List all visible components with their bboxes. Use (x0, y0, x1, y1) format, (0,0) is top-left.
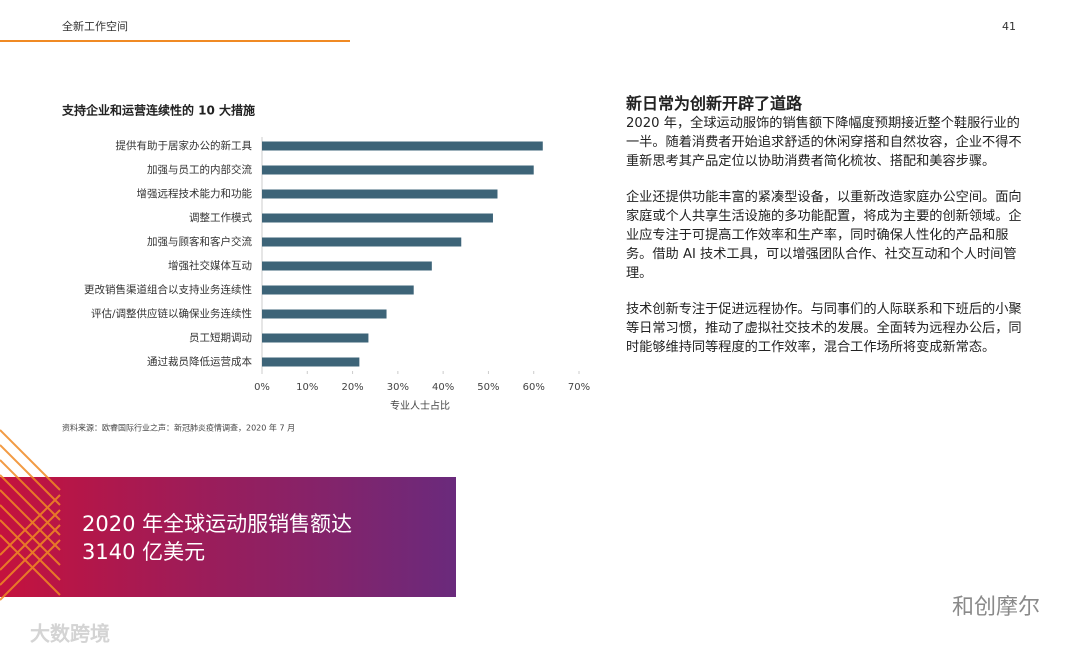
bar (262, 237, 462, 247)
bar (262, 333, 369, 343)
bar (262, 309, 387, 319)
paragraph: 2020 年，全球运动服饰的销售额下降幅度预期接近整个鞋服行业的一半。随着消费者… (626, 116, 1022, 169)
x-tick-label: 60% (523, 382, 545, 393)
x-tick-label: 40% (432, 382, 454, 393)
y-tick-label: 更改销售渠道组合以支持业务连续性 (84, 283, 252, 296)
header-section: 全新工作空间 (62, 19, 128, 33)
y-tick-label: 加强与顾客和客户交流 (147, 235, 252, 248)
bar (262, 189, 498, 199)
y-tick-label: 通过裁员降低运营成本 (147, 355, 252, 368)
bar (262, 213, 493, 223)
x-tick-label: 10% (296, 382, 318, 393)
bar (262, 165, 534, 175)
x-tick-label: 50% (477, 382, 499, 393)
banner-text: 2020 年全球运动服销售额达 3140 亿美元 (82, 510, 352, 566)
banner-line: 2020 年全球运动服销售额达 (82, 512, 353, 536)
banner (0, 477, 456, 597)
y-tick-label: 调整工作模式 (189, 211, 252, 224)
y-tick-label: 增强社交媒体互动 (168, 259, 252, 272)
x-tick-label: 30% (387, 382, 409, 393)
y-tick-label: 提供有助于居家办公的新工具 (116, 139, 253, 152)
paragraph: 企业还提供功能丰富的紧凑型设备，以重新改造家庭办公空间。面向家庭或个人共享生活设… (626, 190, 1022, 281)
bar (262, 357, 360, 367)
page-number: 41 (1002, 20, 1016, 33)
banner-line: 3140 亿美元 (82, 540, 206, 564)
article: 新日常为创新开辟了道路 2020 年，全球运动服饰的销售额下降幅度预期接近整个鞋… (626, 94, 1030, 374)
bar (262, 285, 414, 295)
decor-stripes (0, 429, 61, 601)
bar (262, 261, 432, 271)
paragraph: 技术创新专注于促进远程协作。与同事们的人际联系和下班后的小聚等日常习惯，推动了虚… (626, 302, 1022, 355)
y-tick-label: 评估/调整供应链以确保业务连续性 (91, 307, 252, 320)
x-tick-label: 0% (254, 382, 270, 393)
article-heading: 新日常为创新开辟了道路 (626, 94, 803, 113)
source: 资料来源：欧睿国际行业之声：新冠肺炎疫情调查，2020 年 7 月 (62, 423, 295, 433)
y-tick-label: 增强远程技术能力和功能 (137, 187, 253, 200)
bar (262, 141, 543, 151)
x-tick-label: 70% (568, 382, 590, 393)
x-axis-label: 专业人士占比 (390, 399, 450, 412)
x-tick-label: 20% (341, 382, 363, 393)
chart-title: 支持企业和运营连续性的 10 大措施 (61, 103, 255, 118)
watermark-right: 和创摩尔 (952, 595, 1040, 620)
y-tick-label: 员工短期调动 (189, 331, 252, 344)
y-tick-label: 加强与员工的内部交流 (147, 163, 252, 176)
watermark-left: 大数跨境 (30, 622, 110, 646)
